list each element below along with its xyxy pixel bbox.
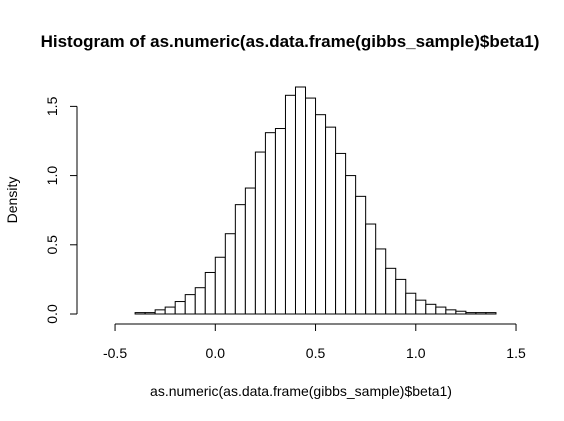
histogram-bar-30 [395, 278, 407, 315]
x-tick-label: -0.5 [103, 345, 127, 361]
histogram-bar-5 [144, 312, 156, 315]
histogram-bar-21 [305, 97, 317, 315]
histogram-bar-20 [294, 86, 307, 315]
histogram-bar-9 [184, 294, 196, 315]
histogram-bar-4 [134, 312, 146, 315]
histogram-bar-33 [425, 303, 437, 315]
y-tick-label: 1.0 [44, 166, 60, 186]
y-tick-label: 0.5 [44, 235, 60, 255]
histogram-bar-35 [445, 309, 457, 315]
histogram-bar-16 [254, 151, 266, 315]
histogram-bar-19 [284, 94, 296, 315]
histogram-bar-24 [335, 152, 347, 315]
x-tick-label: 1.0 [406, 345, 426, 361]
y-axis: 0.0 0.5 1.0 1.5 [44, 96, 78, 324]
histogram-bar-28 [375, 248, 387, 315]
bars-group [134, 86, 497, 315]
y-tick-label: 0.0 [44, 304, 60, 324]
x-axis: -0.5 0.0 0.5 1.0 1.5 [103, 323, 526, 361]
histogram-bar-12 [214, 256, 226, 315]
histogram-bar-26 [355, 195, 367, 315]
histogram-bar-38 [475, 312, 487, 315]
x-tick-label: 0.0 [206, 345, 226, 361]
histogram-bar-22 [315, 114, 327, 315]
histogram-bar-23 [325, 126, 337, 315]
x-axis-label: as.numeric(as.data.frame(gibbs_sample)$b… [150, 383, 452, 399]
histogram-bar-32 [415, 299, 427, 315]
histogram-bar-17 [264, 132, 276, 315]
histogram-bar-27 [365, 223, 377, 315]
histogram-bar-6 [154, 309, 166, 315]
histogram-bar-14 [234, 204, 246, 315]
histogram-bar-7 [164, 306, 176, 315]
histogram-bar-29 [385, 267, 397, 315]
histogram-bar-34 [435, 306, 447, 315]
histogram-bar-39 [485, 312, 497, 315]
histogram-bar-11 [204, 271, 216, 315]
histogram-bar-36 [455, 310, 467, 315]
histogram-bar-15 [244, 187, 256, 315]
y-axis-label: Density [4, 177, 20, 224]
histogram-bar-18 [274, 128, 286, 315]
histogram-bar-13 [224, 233, 236, 315]
histogram-bar-31 [405, 292, 417, 315]
histogram-bar-10 [194, 287, 206, 315]
chart-title: Histogram of as.numeric(as.data.frame(gi… [41, 32, 540, 51]
x-tick-label: 0.5 [306, 345, 326, 361]
histogram-bar-25 [345, 175, 357, 315]
histogram-bar-8 [174, 301, 186, 315]
y-tick-label: 1.5 [44, 96, 60, 116]
histogram-bar-37 [465, 312, 477, 315]
x-tick-label: 1.5 [506, 345, 526, 361]
